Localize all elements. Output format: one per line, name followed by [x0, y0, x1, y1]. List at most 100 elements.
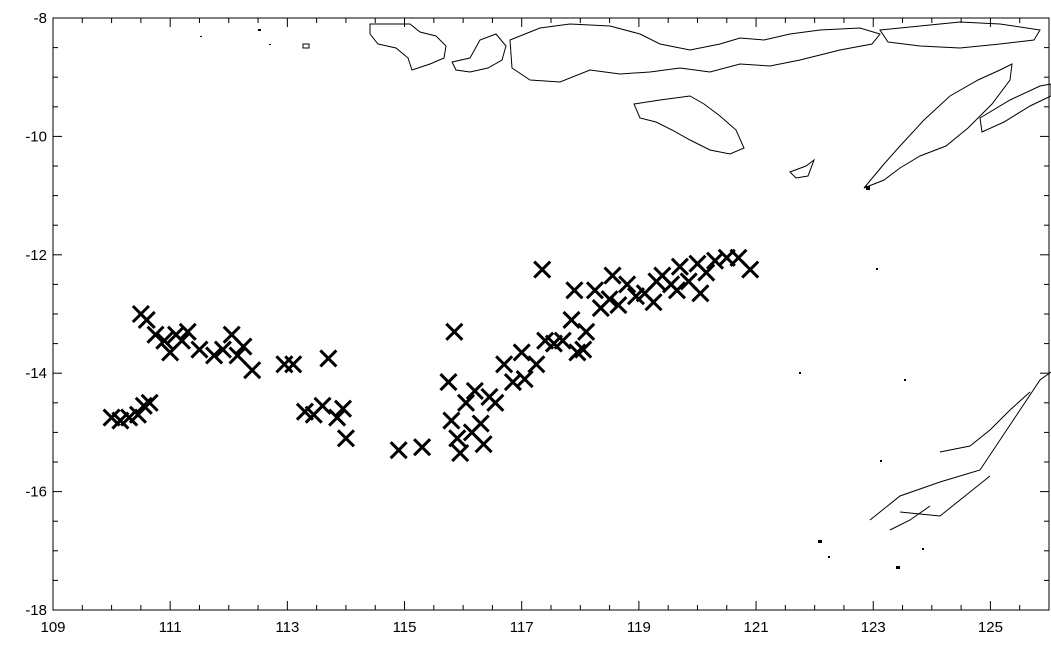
coastline-timor: [863, 63, 1013, 189]
event-marker: [140, 393, 159, 412]
event-marker: [600, 290, 619, 309]
x-tick-label: 111: [159, 619, 182, 636]
event-marker: [451, 444, 470, 463]
event-marker: [697, 263, 716, 282]
y-tick-label: -10: [25, 128, 47, 145]
event-marker: [172, 331, 191, 350]
coast-dot: [828, 556, 830, 558]
event-marker: [228, 346, 247, 365]
coast-dot: [866, 186, 870, 190]
event-marker: [618, 275, 637, 294]
event-marker: [137, 310, 156, 329]
coastline-sumbawa: [509, 23, 881, 83]
coast-dot: [880, 460, 882, 462]
coastline-java-east: [369, 23, 447, 71]
event-marker: [670, 257, 689, 276]
event-marker: [442, 411, 461, 430]
event-marker: [577, 322, 596, 341]
event-marker: [667, 281, 687, 300]
event-marker: [445, 322, 464, 341]
event-marker: [413, 438, 432, 457]
event-marker: [603, 266, 622, 285]
event-marker: [568, 343, 587, 362]
event-marker: [471, 414, 490, 433]
event-marker: [495, 355, 514, 374]
event-marker: [585, 281, 605, 300]
event-markers: [102, 248, 760, 463]
x-tick-label: 125: [978, 619, 1003, 636]
event-marker: [705, 251, 725, 270]
event-marker: [527, 355, 546, 374]
event-marker: [609, 296, 628, 315]
axes: 109 111 113 115 117 119 121 123 125 -8 -10 -12 -14 -1…: [25, 10, 1050, 636]
event-marker: [333, 399, 353, 418]
event-marker: [328, 408, 347, 427]
event-marker: [336, 429, 356, 448]
event-marker: [533, 260, 552, 279]
event-marker: [178, 322, 197, 341]
coast-dot: [269, 44, 271, 45]
event-marker: [503, 373, 522, 392]
event-marker: [234, 337, 253, 356]
event-marker: [190, 340, 209, 359]
event-marker: [313, 396, 332, 415]
event-marker: [515, 370, 534, 389]
coast-dot: [302, 43, 310, 49]
y-tick-label: -8: [34, 10, 47, 27]
event-marker: [512, 343, 531, 362]
coast-dot: [258, 29, 261, 31]
event-marker: [146, 325, 165, 344]
coast-dot: [922, 548, 924, 550]
event-marker: [647, 272, 666, 291]
coastline-timor-east: [979, 83, 1051, 133]
plot-frame: [52, 17, 1050, 611]
x-tick-label: 109: [40, 619, 65, 636]
event-marker: [691, 284, 710, 303]
coastline-savu: [789, 158, 816, 179]
event-marker: [284, 355, 303, 374]
event-marker: [474, 435, 493, 454]
coast-dot: [799, 372, 801, 374]
y-tick-label: -12: [25, 247, 47, 264]
x-tick-label: 115: [393, 619, 417, 636]
x-tick-label: 121: [744, 619, 769, 636]
event-marker: [574, 340, 593, 359]
event-marker: [456, 393, 476, 412]
event-marker: [213, 340, 232, 359]
event-marker: [486, 393, 505, 412]
reef-cluster-2: [899, 475, 991, 517]
x-tick-label: 117: [510, 619, 534, 636]
event-marker: [465, 381, 484, 401]
event-marker: [134, 396, 153, 415]
reef-cluster-4: [889, 505, 931, 531]
x-tick-label: 123: [861, 619, 886, 636]
event-marker: [319, 349, 338, 368]
coast-dot: [904, 379, 906, 381]
event-marker: [389, 441, 408, 460]
y-tick-label: -18: [25, 602, 47, 619]
event-marker: [562, 310, 581, 329]
coast-dot: [876, 268, 878, 270]
coastline-layer: [369, 21, 1051, 531]
coast-dot: [818, 540, 822, 543]
coast-dot: [896, 566, 900, 569]
coastline-flores: [879, 21, 1041, 49]
event-marker: [553, 331, 572, 350]
event-marker: [243, 361, 262, 380]
y-tick-label: -16: [25, 484, 47, 501]
event-marker: [205, 346, 224, 365]
reef-cluster-1: [869, 371, 1051, 521]
coastline-bali-lombok: [451, 33, 507, 73]
coast-dot: [200, 36, 202, 37]
event-marker: [155, 331, 174, 350]
event-marker: [448, 429, 467, 448]
event-marker: [439, 373, 458, 392]
event-marker: [741, 260, 760, 279]
coastline-dots: [200, 29, 924, 569]
reef-cluster-3: [939, 391, 1031, 453]
event-marker: [565, 281, 584, 300]
event-marker: [644, 293, 663, 312]
x-tick-label: 113: [275, 619, 299, 636]
event-marker: [275, 355, 294, 374]
